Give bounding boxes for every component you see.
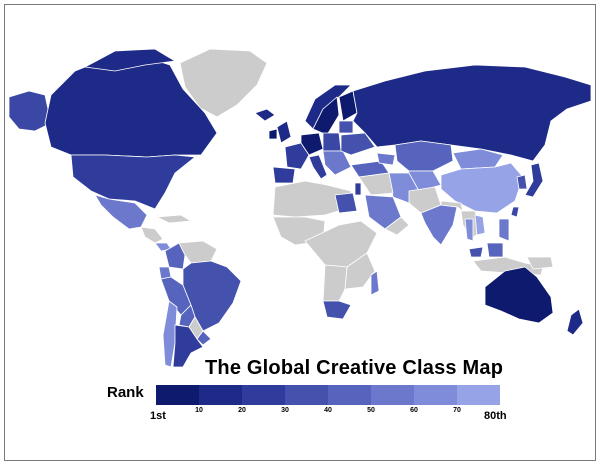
region-caucasus[interactable] (376, 152, 396, 166)
region-uruguay[interactable] (196, 330, 212, 346)
region-alaska[interactable] (8, 90, 52, 132)
legend-swatch-6 (371, 385, 414, 405)
region-papua[interactable] (526, 256, 554, 270)
region-caribbean[interactable] (156, 214, 192, 224)
region-brazil[interactable] (182, 260, 242, 332)
legend-tick-20: 20 (238, 407, 246, 414)
region-india[interactable] (420, 204, 458, 246)
region-balkans[interactable] (322, 150, 352, 176)
region-vietnam[interactable] (474, 214, 486, 236)
region-canada-islands[interactable] (84, 48, 176, 72)
region-japan[interactable] (524, 162, 544, 198)
region-israel[interactable] (354, 182, 362, 196)
legend-swatch-8 (457, 385, 500, 405)
region-uk[interactable] (276, 120, 292, 144)
map-title: The Global Creative Class Map (205, 357, 504, 379)
region-ireland[interactable] (268, 128, 278, 140)
region-poland-czech[interactable] (322, 132, 342, 152)
region-philippines[interactable] (498, 218, 510, 242)
region-taiwan[interactable] (510, 206, 520, 218)
region-australia[interactable] (484, 266, 554, 324)
region-borneo[interactable] (486, 242, 504, 258)
region-egypt[interactable] (334, 192, 358, 214)
region-colombia[interactable] (164, 242, 186, 270)
region-russia[interactable] (352, 64, 592, 162)
world-map (8, 48, 592, 368)
map-frame (4, 4, 596, 461)
region-ukraine[interactable] (340, 132, 376, 156)
region-italy[interactable] (308, 154, 328, 180)
legend-tick-60: 60 (410, 407, 418, 414)
region-thailand[interactable] (464, 218, 474, 242)
region-argentina[interactable] (172, 324, 204, 368)
region-baltics[interactable] (338, 120, 354, 134)
legend-swatch-5 (328, 385, 371, 405)
region-kazakhstan[interactable] (394, 140, 454, 172)
legend-swatch-4 (285, 385, 328, 405)
region-france[interactable] (284, 142, 310, 170)
legend-color-bar (156, 385, 500, 405)
region-usa[interactable] (70, 154, 196, 210)
region-mongolia[interactable] (452, 148, 504, 170)
region-iberia[interactable] (272, 166, 296, 184)
region-iraq-syria[interactable] (358, 172, 394, 196)
legend-tick-70: 70 (453, 407, 461, 414)
region-yemen-oman[interactable] (384, 216, 410, 236)
region-china[interactable] (440, 162, 524, 214)
legend-start-label: 1st (150, 410, 166, 422)
region-iceland[interactable] (254, 108, 276, 122)
region-madagascar[interactable] (370, 270, 380, 296)
region-korea[interactable] (516, 174, 528, 190)
region-malaysia[interactable] (468, 246, 484, 258)
legend-rank-label: Rank (107, 384, 144, 401)
legend-tick-50: 50 (367, 407, 375, 414)
region-central-america[interactable] (140, 226, 164, 244)
legend-tick-30: 30 (281, 407, 289, 414)
legend-swatch-2 (199, 385, 242, 405)
region-greenland[interactable] (179, 48, 268, 118)
region-southern-africa[interactable] (322, 264, 348, 302)
region-new-zealand[interactable] (566, 308, 584, 336)
region-germany-benelux[interactable] (300, 132, 324, 156)
region-chile[interactable] (162, 300, 178, 368)
region-south-africa[interactable] (322, 300, 352, 320)
legend-tick-10: 10 (195, 407, 203, 414)
legend-swatch-7 (414, 385, 457, 405)
legend-swatch-1 (156, 385, 199, 405)
legend-tick-40: 40 (324, 407, 332, 414)
legend-swatch-3 (242, 385, 285, 405)
legend-end-label: 80th (484, 410, 507, 422)
region-nepal-bangladesh[interactable] (440, 200, 464, 212)
